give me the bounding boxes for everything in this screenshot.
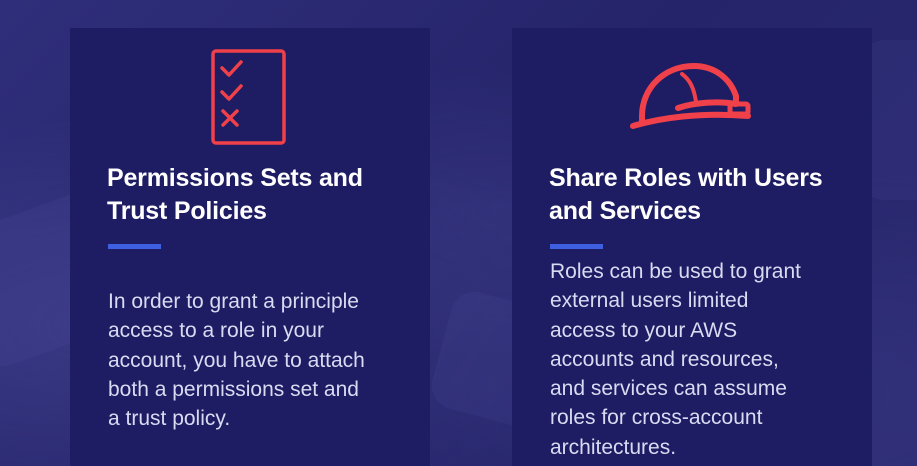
roles-card: Share Roles with Users and Services Role… (512, 28, 872, 466)
body-line: Roles can be used to grant (550, 260, 801, 283)
body-line: access to a role in your (108, 319, 324, 343)
body-line: account, you have to attach (108, 348, 365, 372)
card-title: Share Roles with Users and Services (549, 162, 859, 228)
body-line: roles for cross-account (550, 406, 763, 430)
hard-hat-icon (630, 58, 754, 135)
permissions-card: Permissions Sets and Trust Policies In o… (70, 28, 430, 466)
body-line: accounts and resources, (550, 347, 779, 371)
card-title-line: Trust Policies (107, 197, 267, 225)
card-title: Permissions Sets and Trust Policies (107, 162, 417, 228)
body-line: a trust policy. (108, 407, 231, 431)
card-title-line: Permissions Sets and (107, 164, 363, 192)
body-line: both a permissions set and (108, 377, 359, 401)
body-line: external users limited (550, 289, 749, 313)
body-line: and services can assume (550, 377, 787, 401)
body-line: architectures. (550, 435, 677, 459)
accent-divider (108, 244, 161, 249)
card-description: Roles can be used to grant external user… (550, 257, 860, 462)
body-line: access to your AWS (550, 318, 738, 342)
accent-divider (550, 244, 603, 249)
body-line: In order to grant a principle (108, 290, 359, 313)
checklist-icon (210, 48, 290, 153)
card-title-line: and Services (549, 197, 701, 225)
card-title-line: Share Roles with Users (549, 164, 823, 192)
card-description: In order to grant a principle access to … (108, 287, 418, 433)
